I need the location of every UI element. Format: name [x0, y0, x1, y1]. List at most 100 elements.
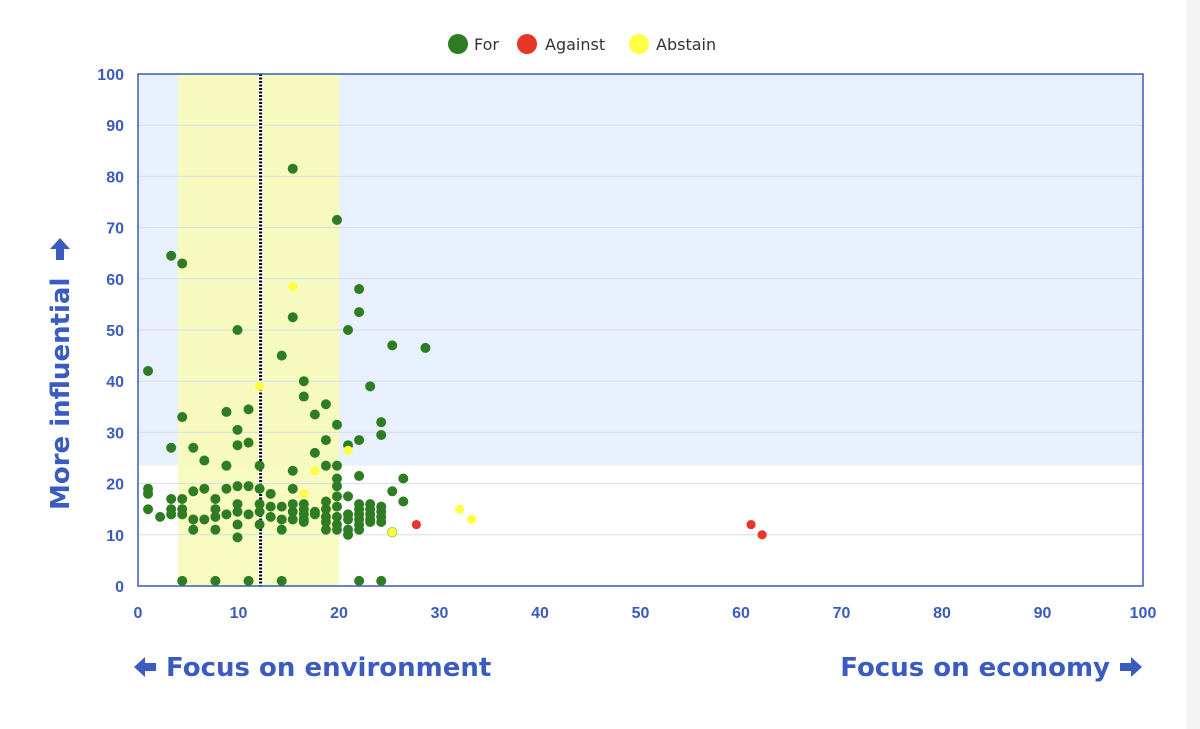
point-for [232, 481, 243, 492]
y-tick-label: 10 [106, 528, 124, 545]
point-for [320, 504, 331, 515]
point-against [746, 519, 756, 530]
y-axis-ticks: 0 10 20 30 40 50 60 70 80 90 100 [97, 67, 124, 596]
point-for [232, 499, 243, 510]
gridlines [138, 124, 1143, 536]
point-for [265, 511, 276, 522]
y-tick-label: 80 [106, 169, 124, 186]
x-tick-label: 40 [531, 605, 549, 622]
x-tick-label: 80 [933, 605, 951, 622]
point-for [287, 499, 298, 510]
point-for [354, 575, 365, 586]
point-for [331, 481, 342, 492]
point-for [354, 524, 365, 535]
point-for [243, 437, 254, 448]
x-tick-label: 100 [1130, 605, 1157, 622]
data-points [143, 163, 767, 586]
point-for [166, 493, 177, 504]
point-for [188, 486, 199, 497]
point-for [265, 501, 276, 512]
point-for [298, 517, 309, 527]
point-for [232, 325, 243, 335]
point-against [757, 530, 767, 540]
point-against [411, 519, 421, 530]
point-for [287, 465, 298, 476]
point-for [143, 488, 154, 499]
x-label-environment: Focus on environment [166, 653, 491, 683]
point-for [188, 514, 199, 525]
point-for [320, 460, 331, 471]
point-for [199, 455, 210, 466]
x-tick-label: 50 [632, 605, 650, 622]
point-abstain [299, 489, 309, 499]
x-tick-label: 10 [230, 605, 248, 622]
point-for [287, 514, 298, 525]
point-for [254, 506, 265, 517]
point-for [354, 470, 365, 481]
point-for [331, 419, 342, 430]
point-for [232, 532, 243, 543]
x-axis-label-left: Focus on environment [134, 653, 491, 683]
x-tick-label: 60 [732, 605, 750, 622]
point-for [221, 483, 232, 494]
point-for [365, 517, 376, 527]
point-for [210, 524, 221, 535]
point-for [343, 491, 354, 502]
point-for [331, 511, 342, 522]
plot-frame [137, 73, 1144, 587]
x-tick-label: 20 [330, 605, 348, 622]
point-for [210, 493, 221, 504]
plot-border [137, 73, 1144, 587]
legend-label-for: For [474, 35, 499, 54]
point-for [298, 391, 309, 402]
point-for [232, 440, 243, 451]
point-for [276, 524, 287, 535]
point-for [287, 312, 298, 323]
point-for [320, 524, 331, 535]
y-tick-label: 30 [106, 425, 124, 442]
point-for [166, 250, 177, 261]
point-for [398, 473, 409, 484]
point-for [177, 493, 188, 504]
y-tick-label: 20 [106, 477, 124, 494]
point-abstain [255, 381, 265, 391]
point-for [143, 365, 154, 376]
point-for [343, 325, 354, 335]
point-for [166, 442, 177, 453]
point-for [354, 435, 365, 446]
point-for [287, 483, 298, 494]
point-for [320, 399, 331, 410]
point-abstain [310, 466, 320, 476]
point-for [320, 517, 331, 527]
x-tick-label: 0 [134, 605, 143, 622]
point-for [276, 514, 287, 525]
point-for [331, 214, 342, 225]
point-for [166, 509, 177, 520]
point-for [343, 529, 354, 540]
point-for [331, 473, 342, 484]
point-for [210, 575, 221, 586]
point-for [365, 381, 376, 392]
point-for [155, 511, 166, 522]
point-for [243, 404, 254, 415]
point-for [221, 509, 232, 520]
point-abstain [387, 527, 397, 537]
x-axis-label-right: Focus on economy [840, 653, 1142, 683]
y-tick-label: 100 [97, 67, 124, 84]
point-for [243, 575, 254, 586]
x-tick-label: 90 [1034, 605, 1052, 622]
legend-marker-abstain [629, 34, 649, 54]
y-tick-label: 0 [115, 579, 124, 596]
arrow-right-icon [1120, 657, 1142, 677]
point-abstain [467, 514, 477, 525]
point-for [177, 258, 188, 269]
point-for [309, 447, 320, 458]
legend-marker-for [448, 34, 468, 54]
point-for [320, 435, 331, 446]
point-for [243, 509, 254, 520]
point-for [376, 575, 387, 586]
arrow-up-icon [50, 238, 70, 260]
x-tick-label: 30 [431, 605, 449, 622]
point-for [276, 501, 287, 512]
point-for [287, 506, 298, 517]
